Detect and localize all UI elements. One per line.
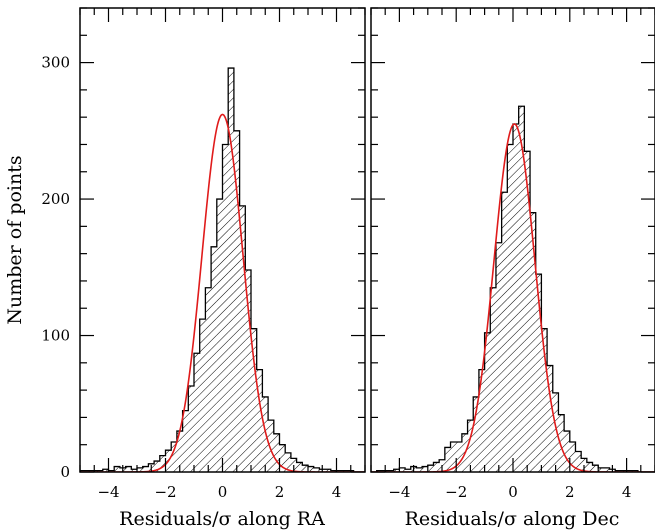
dec-histogram-bar [473,396,479,472]
dec-histogram-bar [575,451,582,472]
y-axis-label: Number of points [4,155,26,324]
ra-x-tick-label: −4 [97,483,119,501]
ra-histogram-bar [245,270,251,472]
ra-histogram-bar [188,386,194,472]
dec-histogram-bar [416,467,423,472]
ra-x-tick-label: 4 [332,483,342,501]
ra-x-tick-labels: −4 −2 0 2 4 [97,483,341,501]
ra-histogram-bar [199,319,206,472]
dec-histogram-bar [393,469,400,472]
dec-histogram-bar [564,431,570,472]
dec-histogram-bar [535,274,542,472]
dec-histogram-bar [484,332,491,472]
ra-histogram-bar [313,467,320,472]
ra-histogram-bar [279,444,286,472]
dec-x-tick-label: 0 [508,483,518,501]
ra-histogram-bar [102,469,109,472]
dec-histogram-bar [552,392,559,472]
dec-histogram-bar [456,441,462,472]
dec-histogram-bar [592,465,599,472]
ra-x-tick-label: 2 [275,483,285,501]
ra-histogram-bar [211,246,217,472]
dec-histogram-bar [569,441,576,472]
dec-histogram-bar [433,462,440,472]
dec-histogram-bar [495,242,502,472]
ra-histogram-bar [171,441,177,472]
dec-x-tick-label: 2 [565,483,575,501]
ra-histogram-bar [302,465,308,472]
dec-histogram-bar [490,287,496,472]
ra-histogram-bar [239,205,246,472]
dec-x-tick-label: −2 [445,483,467,501]
ra-histogram-bar [182,410,189,472]
dec-axis-ticks [370,7,655,473]
ra-histogram-outline [80,67,365,472]
ra-histogram-bar [154,461,160,472]
dec-histogram-bar [405,469,411,472]
dec-histogram-bar [518,106,525,472]
ra-y-tick-label: 300 [41,54,70,72]
ra-y-tick-label: 100 [41,327,70,345]
dec-x-tick-labels: −4 −2 0 2 4 [388,483,631,501]
dec-histogram-bar [450,441,457,472]
dec-histogram-bar [444,447,451,472]
ra-y-tick-label: 0 [60,463,70,481]
dec-histogram-bar [603,467,610,472]
ra-histogram-bar [268,420,274,472]
ra-histogram-bar [216,199,223,472]
ra-histogram-bar [273,433,280,472]
ra-histogram-bar [222,144,229,472]
dec-x-axis-label: Residuals/σ along Dec [405,508,620,530]
dec-histogram-bar [541,328,548,472]
dec-histogram-bar [467,420,474,472]
ra-histogram-bar [114,466,120,472]
ra-histogram-bar [325,469,331,472]
dec-histogram-bar [513,124,519,472]
dec-histogram-bar [524,151,531,472]
dec-x-tick-label: 4 [622,483,632,501]
ra-histogram-bar [233,130,240,472]
ra-histogram-bar [251,328,257,472]
dec-histogram-bar [427,465,434,472]
ra-axis-ticks [79,7,366,473]
ra-histogram-bar [205,287,212,472]
ra-histogram-bar [125,466,132,472]
dec-histogram-bar [501,192,508,472]
dec-histogram-bar [422,466,428,472]
dec-histogram-bar [547,365,553,472]
ra-x-tick-label: 0 [218,483,228,501]
dec-histogram-bar [478,369,485,472]
ra-histogram-bar [228,68,234,472]
ra-histogram-bar [285,452,291,472]
ra-histogram-bar [159,455,166,472]
ra-histogram-bar [142,466,149,472]
dec-histogram-bars [376,106,638,472]
ra-y-tick-labels: 0 100 200 300 [41,54,70,481]
ra-histogram-bar [194,353,200,472]
dec-histogram-bar [586,462,593,472]
ra-x-axis-label: Residuals/σ along RA [119,508,325,530]
dec-x-tick-label: −4 [388,483,410,501]
ra-y-tick-label: 200 [41,190,70,208]
dec-residual-panel: −4 −2 0 2 4 Residuals/σ along Dec [370,7,655,530]
ra-histogram-bar [131,469,137,472]
dec-histogram-bar [558,414,565,472]
ra-histogram-bar [176,431,183,472]
dec-histogram-bar [507,144,513,472]
dec-histogram-bar [399,467,406,472]
ra-histogram-bar [308,466,314,472]
dec-histogram-bar [530,212,536,472]
ra-x-tick-label: −2 [154,483,176,501]
ra-histogram-bar [256,369,263,472]
ra-histogram-bar [137,467,143,472]
dec-histogram-bar [598,467,604,472]
ra-histogram-bar [296,462,303,472]
